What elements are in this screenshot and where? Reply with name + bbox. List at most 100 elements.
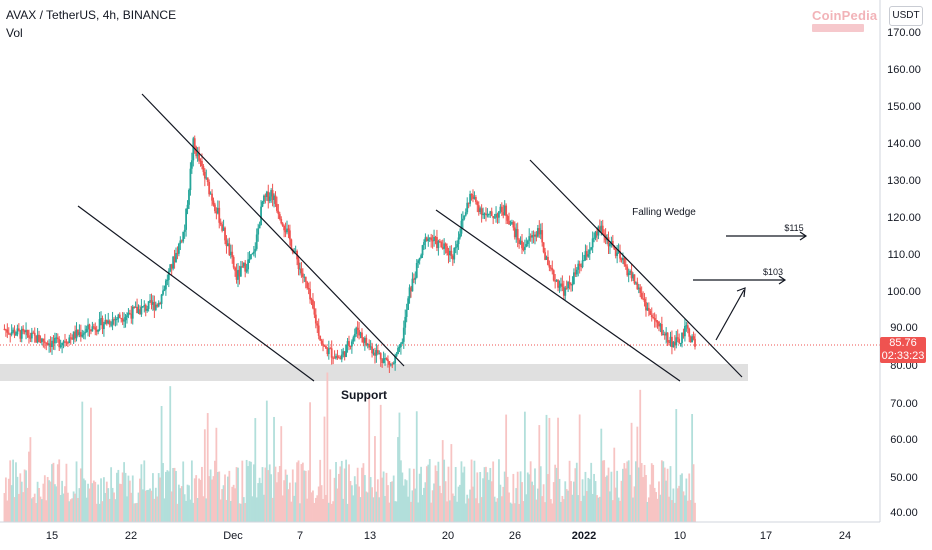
volume-bar	[433, 483, 435, 522]
volume-bar	[128, 480, 131, 522]
candle-body	[538, 228, 541, 235]
candle-body	[349, 345, 352, 347]
volume-bar	[469, 489, 471, 522]
volume-bar	[35, 503, 38, 522]
candle-body	[16, 328, 19, 335]
candle-body	[4, 329, 7, 331]
candle-body	[348, 341, 350, 346]
volume-bar	[686, 500, 689, 522]
candle-body	[144, 305, 147, 311]
candle-body	[219, 222, 222, 225]
candle-body	[263, 195, 265, 202]
candle-body	[574, 272, 577, 275]
y-tick: 130.00	[887, 175, 921, 187]
volume-bar	[45, 500, 48, 522]
currency-button[interactable]: USDT	[889, 6, 923, 26]
candle-body	[172, 256, 175, 269]
candle-body	[214, 204, 216, 212]
volume-bar	[306, 498, 309, 522]
volume-bar	[405, 480, 408, 522]
candle-body	[264, 195, 267, 197]
volume-bar	[692, 464, 695, 522]
volume-indicator-label[interactable]: Vol	[6, 26, 23, 40]
volume-bar	[587, 477, 590, 522]
candle-body	[94, 327, 97, 330]
volume-bar	[16, 476, 19, 522]
y-tick: 70.00	[890, 398, 918, 410]
symbol-title[interactable]: AVAX / TetherUS, 4h, BINANCE	[6, 8, 177, 22]
candle-body	[327, 348, 330, 355]
candle-body	[598, 226, 601, 232]
time-axis[interactable]: 15 22 Dec 7 13 20 26 2022 10 17 24	[46, 530, 851, 542]
volume-bar	[238, 503, 241, 522]
volume-bar	[562, 499, 565, 522]
candle-body	[25, 329, 27, 333]
candle-body	[255, 234, 258, 249]
volume-bar	[43, 475, 46, 522]
candle-body	[280, 219, 283, 224]
candle-body	[539, 230, 542, 235]
volume-bar	[338, 473, 340, 522]
candle-body	[387, 359, 389, 362]
price-axis[interactable]: 170.00 160.00 150.00 140.00 130.00 120.0…	[887, 27, 921, 519]
volume-bar	[310, 492, 313, 522]
candle-body	[274, 195, 277, 204]
candle-body	[342, 351, 345, 355]
volume-bar	[508, 492, 510, 522]
candle-body	[215, 211, 218, 214]
volume-bar	[450, 444, 453, 522]
candle-body	[412, 278, 415, 280]
candle-body	[609, 243, 611, 247]
x-tick: 15	[46, 530, 58, 542]
volume-bar	[402, 485, 405, 522]
current-price-badge: 85.76 02:33:23	[880, 337, 926, 363]
candle-body	[418, 258, 421, 261]
volume-bar	[265, 400, 268, 522]
candle-body	[79, 332, 82, 337]
candle-body	[352, 337, 355, 342]
candle-body	[627, 272, 630, 276]
volume-bar	[124, 472, 127, 522]
candle-body	[681, 332, 683, 343]
volume-bar	[110, 467, 113, 522]
volume-bar	[38, 487, 40, 522]
volume-bar	[477, 503, 480, 522]
candle-body	[9, 333, 12, 335]
candle-body	[447, 253, 450, 256]
candle-body	[389, 364, 392, 366]
candle-body	[59, 345, 62, 348]
candle-countdown: 02:33:23	[881, 350, 925, 362]
volume-bar	[41, 499, 43, 522]
volume-bar	[196, 497, 199, 522]
volume-bar	[590, 462, 593, 522]
candles	[3, 135, 696, 373]
volume-bar	[619, 500, 621, 522]
candle-body	[297, 259, 300, 269]
candle-body	[692, 336, 695, 339]
candle-body	[551, 268, 554, 271]
candle-body	[77, 329, 79, 335]
volume-bar	[313, 502, 316, 522]
volume-bar	[231, 486, 234, 522]
candle-body	[244, 262, 247, 272]
candle-body	[28, 335, 30, 338]
volume-bar	[199, 479, 202, 522]
candle-body	[276, 203, 278, 211]
volume-bar	[183, 494, 186, 522]
volume-bar	[22, 492, 25, 522]
volume-bar	[319, 459, 322, 522]
candle-body	[127, 312, 130, 316]
candle-body	[397, 348, 399, 354]
candle-body	[22, 328, 25, 331]
candle-body	[529, 236, 532, 238]
volume-bar	[623, 463, 626, 522]
volume-bar	[392, 475, 395, 522]
volume-bar	[254, 418, 257, 522]
candle-body	[502, 212, 505, 216]
candle-body	[307, 287, 310, 290]
volume-bar	[188, 485, 190, 522]
candle-body	[237, 269, 239, 280]
candle-body	[133, 306, 136, 308]
volume-bar	[271, 497, 274, 522]
